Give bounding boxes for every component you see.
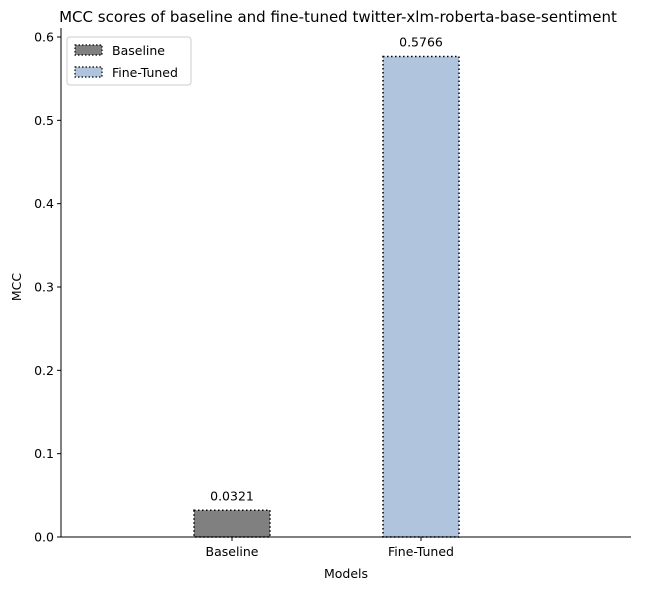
data-label: 0.0321 <box>210 488 254 503</box>
y-axis-label: MCC <box>9 273 24 302</box>
x-tick-label: Baseline <box>206 544 259 559</box>
data-label: 0.5766 <box>399 35 443 50</box>
x-axis-label: Models <box>324 566 368 581</box>
y-tick-label: 0.2 <box>34 363 54 378</box>
y-tick-label: 0.4 <box>34 196 54 211</box>
y-tick-label: 0.0 <box>34 530 54 545</box>
y-tick-label: 0.5 <box>34 113 54 128</box>
legend: Baseline Fine-Tuned <box>66 36 192 86</box>
chart-title: MCC scores of baseline and fine-tuned tw… <box>59 8 617 26</box>
legend-swatch <box>74 44 103 56</box>
y-tick-label: 0.3 <box>34 280 54 295</box>
x-tick-label: Fine-Tuned <box>388 544 454 559</box>
legend-swatch <box>74 66 103 78</box>
y-tick-label: 0.1 <box>34 446 54 461</box>
legend-label: Fine-Tuned <box>112 65 178 80</box>
legend-label: Baseline <box>112 43 165 58</box>
plot-area: 0.0321 Baseline 0.5766 Fine-Tuned 0.0 0.1 0.2 0… <box>34 28 631 559</box>
bar-fine-tuned <box>382 55 460 538</box>
y-tick-label: 0.6 <box>34 30 54 45</box>
bar-baseline <box>193 509 271 538</box>
